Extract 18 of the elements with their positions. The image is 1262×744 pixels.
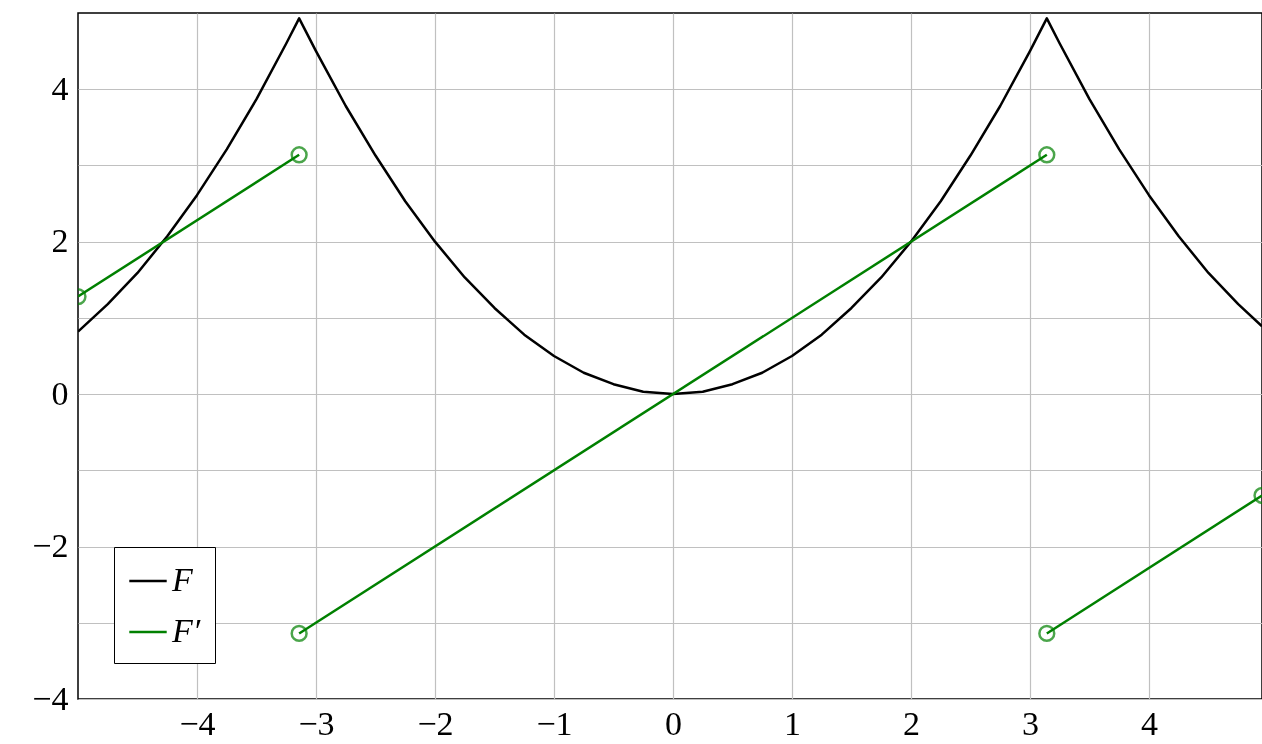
x-tick-label: −4 — [179, 704, 216, 742]
x-tick-label: −2 — [417, 704, 454, 742]
y-tick-label: −4 — [32, 679, 69, 717]
legend-label: F — [171, 561, 194, 598]
x-tick-label: 3 — [1021, 704, 1039, 742]
x-tick-label: −3 — [298, 704, 335, 742]
point — [1038, 146, 1056, 164]
x-tick-label: 2 — [902, 704, 920, 742]
y-tick-label: 4 — [51, 69, 69, 107]
x-tick-label: 4 — [1140, 704, 1158, 742]
y-tick-label: 2 — [51, 222, 69, 260]
y-tick-label: 0 — [51, 374, 69, 412]
x-tick-label: 0 — [664, 704, 682, 742]
x-tick-label: 1 — [783, 704, 801, 742]
y-tick-label: −2 — [32, 527, 69, 565]
legend-label: F′ — [171, 612, 201, 649]
point — [290, 624, 308, 643]
x-tick-label: −1 — [536, 704, 573, 742]
